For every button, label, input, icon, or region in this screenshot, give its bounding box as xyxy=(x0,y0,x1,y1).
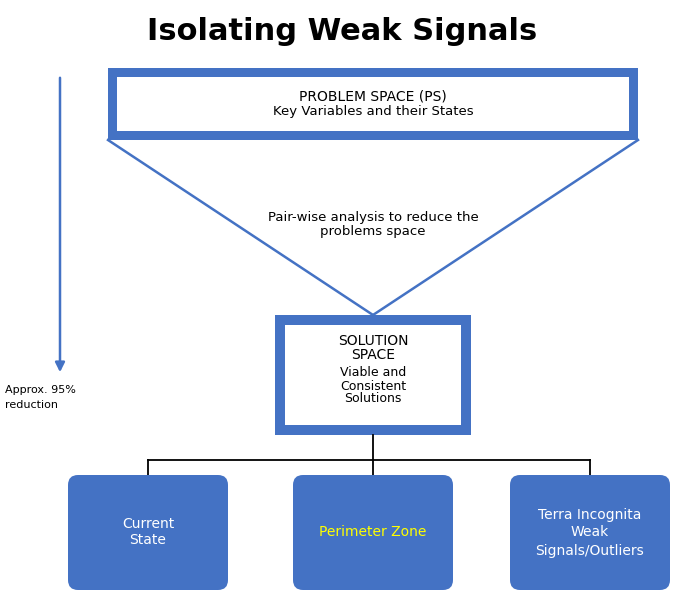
Text: Terra Incognita: Terra Incognita xyxy=(538,508,642,521)
FancyBboxPatch shape xyxy=(510,475,670,590)
FancyBboxPatch shape xyxy=(275,315,471,435)
Text: Viable and: Viable and xyxy=(340,367,406,379)
Text: Approx. 95%: Approx. 95% xyxy=(5,385,76,395)
Text: Signals/Outliers: Signals/Outliers xyxy=(536,543,645,558)
FancyBboxPatch shape xyxy=(293,475,453,590)
Text: reduction: reduction xyxy=(5,400,58,410)
Text: State: State xyxy=(129,534,166,548)
Text: Key Variables and their States: Key Variables and their States xyxy=(273,106,473,119)
Text: Weak: Weak xyxy=(571,526,609,540)
FancyBboxPatch shape xyxy=(108,68,638,140)
Text: SOLUTION: SOLUTION xyxy=(338,334,408,348)
Text: Pair-wise analysis to reduce the: Pair-wise analysis to reduce the xyxy=(268,211,478,224)
Text: Isolating Weak Signals: Isolating Weak Signals xyxy=(147,18,537,47)
Text: PROBLEM SPACE (PS): PROBLEM SPACE (PS) xyxy=(299,90,447,104)
FancyBboxPatch shape xyxy=(68,475,228,590)
Text: Consistent: Consistent xyxy=(340,379,406,392)
Text: problems space: problems space xyxy=(321,225,426,238)
Text: Current: Current xyxy=(122,518,174,532)
FancyBboxPatch shape xyxy=(117,77,629,131)
Text: Perimeter Zone: Perimeter Zone xyxy=(319,526,427,540)
Text: SPACE: SPACE xyxy=(351,348,395,362)
FancyBboxPatch shape xyxy=(285,325,461,425)
Text: Solutions: Solutions xyxy=(345,392,401,405)
